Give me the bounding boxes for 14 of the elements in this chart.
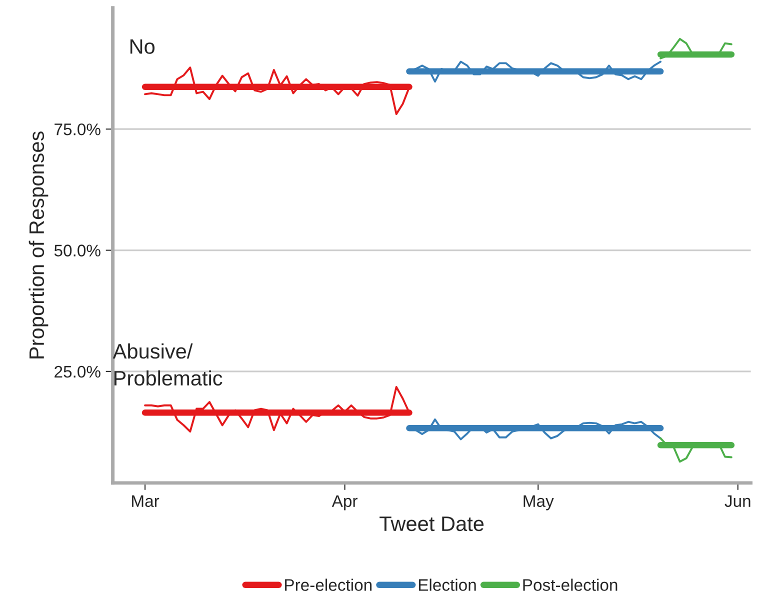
y-axis-title: Proportion of Responses bbox=[28, 132, 48, 358]
y-tick-label: 50.0% bbox=[54, 244, 100, 256]
x-tick-label: May bbox=[524, 495, 554, 510]
legend-label: Election bbox=[418, 578, 476, 591]
y-tick-label: 25.0% bbox=[54, 366, 100, 378]
y-tick-label: 75.0% bbox=[54, 123, 100, 136]
x-tick-label: Mar bbox=[132, 495, 160, 507]
x-tick-label: Jun bbox=[724, 495, 750, 507]
annotation: No bbox=[130, 39, 155, 54]
legend-label: Post-election bbox=[523, 578, 618, 591]
x-tick-label: Apr bbox=[332, 495, 358, 510]
x-axis-title: Tweet Date bbox=[380, 516, 484, 532]
legend-label: Pre-election bbox=[285, 578, 372, 591]
annotation: Abusive/ Problematic bbox=[112, 343, 222, 386]
